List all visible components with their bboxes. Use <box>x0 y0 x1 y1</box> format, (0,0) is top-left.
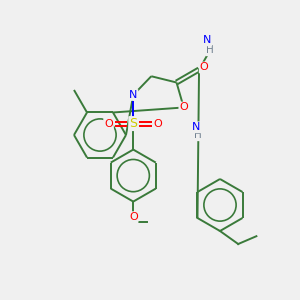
Text: O: O <box>129 212 138 222</box>
Text: O: O <box>154 118 162 129</box>
Text: N: N <box>192 122 200 132</box>
Text: O: O <box>200 62 208 73</box>
Text: N: N <box>203 35 211 45</box>
Text: O: O <box>104 118 113 129</box>
Text: O: O <box>179 103 188 112</box>
Text: S: S <box>129 117 137 130</box>
Text: H: H <box>206 45 214 56</box>
Text: H: H <box>194 130 202 140</box>
Text: N: N <box>129 90 137 100</box>
